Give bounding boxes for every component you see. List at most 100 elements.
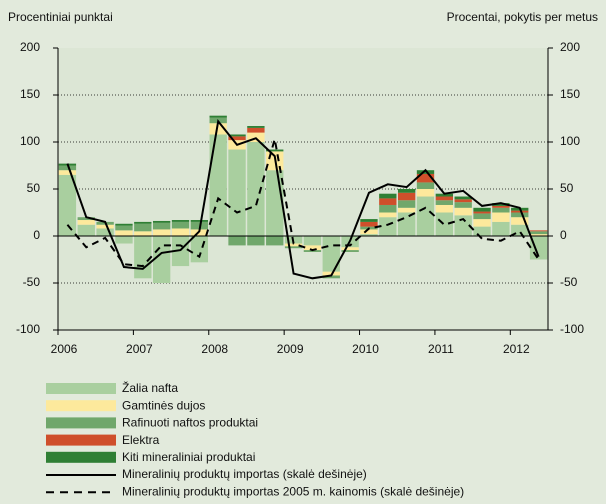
bar-segment: [416, 196, 435, 236]
bar-segment: [134, 236, 152, 279]
bar-segment: [435, 204, 454, 213]
bar-segment: [360, 234, 378, 236]
bar-segment: [303, 236, 322, 246]
bar-segment: [247, 236, 265, 246]
bar-segment: [228, 236, 246, 246]
y-tick-label: 100: [20, 134, 40, 148]
bar-segment: [416, 173, 435, 183]
legend-label: Mineralinių produktų importas (skalė deš…: [122, 467, 367, 481]
line: [66, 138, 540, 268]
bar-segment: [397, 200, 416, 208]
bar-segment: [171, 220, 190, 222]
legend-label: Mineralinių produktų importas 2005 m. ka…: [122, 484, 464, 498]
line: [66, 118, 540, 280]
y2-tick-label: 50: [560, 181, 574, 195]
bar-segment: [209, 115, 227, 118]
x-tick-label: 2010: [352, 342, 379, 356]
bar-segment: [454, 207, 472, 216]
bar-segment: [416, 189, 435, 197]
y-tick-label: 50: [27, 181, 41, 195]
bar-segment: [247, 126, 265, 128]
y2-tick-label: 150: [560, 87, 580, 101]
bar-segment: [529, 230, 548, 232]
bar-segment: [266, 236, 284, 246]
bar-segment: [473, 213, 491, 220]
bar-segment: [492, 212, 510, 222]
legend-swatch: [46, 383, 116, 394]
bar-segment: [416, 170, 435, 174]
bar-segment: [284, 243, 303, 247]
bar-segment: [511, 212, 529, 218]
bar-segment: [77, 220, 95, 225]
bar-segment: [341, 250, 359, 252]
bar-segment: [492, 221, 510, 236]
bar-segment: [473, 226, 491, 236]
bar-segment: [492, 203, 510, 206]
bar-segment: [58, 165, 77, 171]
bar-segment: [266, 149, 284, 152]
bar-segment: [115, 236, 133, 244]
y-tick-label: 200: [20, 40, 40, 54]
bar-segment: [473, 211, 491, 214]
bar-segment: [209, 134, 227, 236]
bar-segment: [511, 224, 529, 236]
legend-label: Žalia nafta: [122, 380, 178, 395]
bar-segment: [303, 245, 322, 251]
y-tick-label: -50: [23, 275, 41, 289]
bar-segment: [473, 219, 491, 227]
bar-segment: [454, 215, 472, 236]
x-tick-label: 2011: [428, 342, 454, 356]
bar-segment: [152, 222, 171, 230]
bar-segment: [454, 199, 472, 203]
bar-segment: [435, 212, 454, 236]
bar-segment: [266, 170, 284, 236]
bar-segment: [171, 221, 190, 229]
y2-axis-label: Procentai, pokytis per metus: [447, 10, 598, 24]
bar-segment: [397, 189, 416, 193]
bar-segment: [58, 170, 77, 175]
bar-segment: [228, 149, 246, 236]
bar-segment: [473, 207, 491, 212]
bar-segment: [511, 210, 529, 213]
bar-segment: [228, 134, 246, 137]
y-tick-label: -100: [16, 322, 40, 336]
bar-segment: [134, 231, 152, 236]
bar-segment: [152, 229, 171, 236]
legend-swatch: [46, 417, 116, 429]
bar-segment: [397, 207, 416, 213]
bar-segment: [152, 236, 171, 283]
bar-segment: [190, 220, 209, 222]
y2-tick-label: -50: [560, 275, 578, 289]
bar-segment: [152, 220, 171, 223]
x-tick-label: 2012: [503, 342, 530, 356]
x-tick-label: 2006: [51, 342, 78, 356]
y-axis-label: Procentiniai punktai: [8, 10, 113, 24]
y2-tick-label: -100: [560, 322, 584, 336]
bar-segment: [134, 221, 152, 224]
bar-segment: [379, 198, 397, 205]
bar-segment: [171, 228, 190, 236]
legend-label: Gamtinės dujos: [122, 398, 205, 412]
y-tick-label: 150: [20, 87, 40, 101]
bar-segment: [397, 192, 416, 201]
bar-segment: [322, 275, 340, 279]
bar-segment: [454, 202, 472, 208]
bar-segment: [492, 207, 510, 213]
y-tick-label: 0: [33, 228, 40, 242]
bar-segment: [454, 196, 472, 200]
bar-segment: [96, 224, 114, 229]
legend-swatch: [46, 434, 116, 446]
bar-segment: [115, 225, 133, 231]
legend-label: Kiti mineraliniai produktai: [122, 450, 255, 464]
y2-tick-label: 0: [560, 228, 567, 242]
bar-segment: [247, 127, 265, 133]
bar-segment: [115, 230, 133, 236]
bar-segment: [435, 196, 454, 201]
bar-segment: [360, 221, 378, 227]
bar-segment: [247, 142, 265, 236]
bar-segment: [492, 205, 510, 208]
bar-segment: [284, 246, 303, 249]
legend-label: Rafinuoti naftos produktai: [122, 416, 258, 430]
x-tick-label: 2007: [126, 342, 153, 356]
